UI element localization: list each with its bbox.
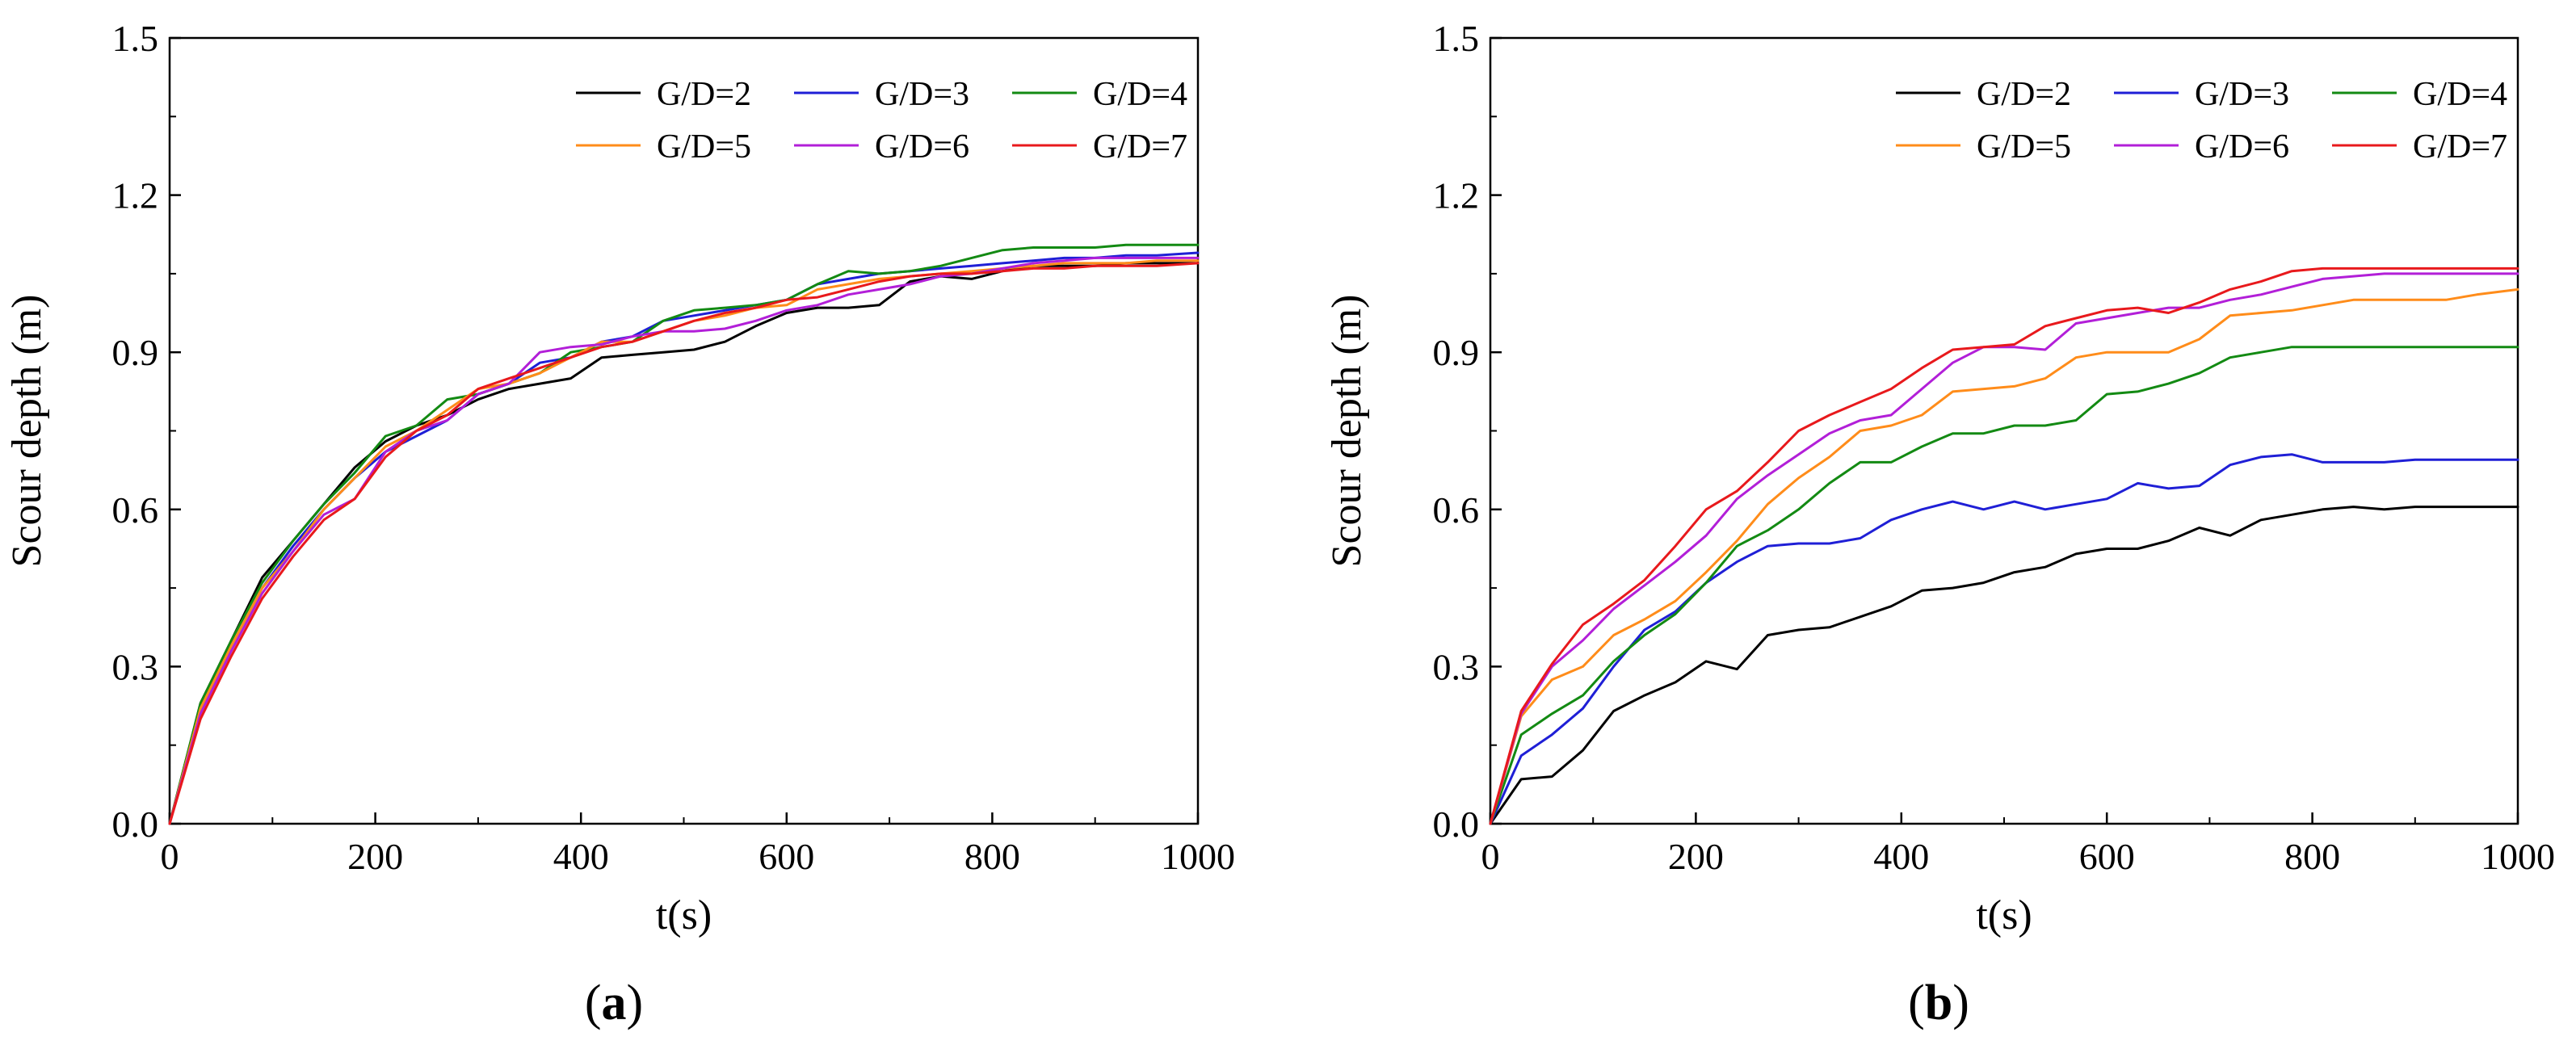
y-tick-label: 0.0 bbox=[112, 804, 159, 845]
y-tick-label: 0.0 bbox=[1433, 804, 1480, 845]
legend-entry: G/D=5 bbox=[576, 128, 751, 166]
x-tick-label: 400 bbox=[553, 836, 609, 877]
legend-label: G/D=2 bbox=[657, 76, 751, 113]
x-tick-label: 0 bbox=[1481, 836, 1500, 877]
legend-entry: G/D=7 bbox=[1012, 128, 1187, 166]
legend-label: G/D=4 bbox=[2413, 76, 2507, 113]
y-tick-label: 1.2 bbox=[1433, 175, 1480, 216]
series-line-gd4 bbox=[1489, 346, 2519, 825]
legend-label: G/D=5 bbox=[1977, 128, 2071, 166]
legend-entry: G/D=2 bbox=[576, 76, 751, 113]
legend-entry: G/D=5 bbox=[1896, 128, 2071, 166]
y-tick-label: 0.3 bbox=[112, 646, 159, 687]
series-line-gd5 bbox=[168, 259, 1200, 825]
legend-label: G/D=3 bbox=[2195, 76, 2289, 113]
series-line-gd2 bbox=[1489, 506, 2519, 825]
panel-label: (b) bbox=[1908, 976, 1969, 1030]
legend-entry: G/D=7 bbox=[2332, 128, 2507, 166]
y-axis-title: Scour depth (m) bbox=[4, 295, 50, 568]
x-tick-label: 800 bbox=[2284, 836, 2340, 877]
y-tick-label: 0.9 bbox=[112, 332, 159, 373]
series-line-gd5 bbox=[1489, 287, 2519, 825]
y-tick-label: 1.5 bbox=[112, 18, 159, 59]
legend-entry: G/D=6 bbox=[2114, 128, 2289, 166]
series-line-gd7 bbox=[168, 262, 1200, 825]
legend-label: G/D=7 bbox=[1093, 128, 1187, 166]
series-line-gd2 bbox=[168, 262, 1200, 825]
chart-panel-a: 0 200 400 600 800 1000 0.0 0.3 0.6 0.9 1.2 1.5 t(s) S… bbox=[4, 18, 1235, 1030]
series-line-gd7 bbox=[1489, 266, 2519, 825]
legend-label: G/D=6 bbox=[2195, 128, 2289, 166]
x-axis-title: t(s) bbox=[656, 892, 712, 938]
y-axis-title: Scour depth (m) bbox=[1324, 295, 1370, 568]
legend-label: G/D=6 bbox=[875, 128, 969, 166]
chart-panel-b: 0 200 400 600 800 1000 0.0 0.3 0.6 0.9 1.2 1.5 t(s) S… bbox=[1324, 18, 2555, 1030]
x-tick-label: 600 bbox=[759, 836, 814, 877]
x-tick-label: 200 bbox=[1668, 836, 1724, 877]
y-tick-label: 0.6 bbox=[112, 489, 159, 531]
x-tick-label: 1000 bbox=[2481, 836, 2555, 877]
legend-entry: G/D=6 bbox=[794, 128, 969, 166]
series-line-gd6 bbox=[1489, 272, 2519, 825]
panel-letter: b bbox=[1925, 976, 1952, 1030]
y-tick-label: 1.2 bbox=[112, 175, 159, 216]
series-line-gd3 bbox=[1489, 453, 2519, 825]
legend-entry: G/D=4 bbox=[1012, 76, 1187, 113]
series-line-gd3 bbox=[168, 251, 1200, 825]
legend-entry: G/D=3 bbox=[794, 76, 969, 113]
x-tick-label: 200 bbox=[347, 836, 403, 877]
series-line-gd4 bbox=[168, 243, 1200, 825]
series-line-gd6 bbox=[168, 256, 1200, 825]
x-tick-label: 400 bbox=[1873, 836, 1929, 877]
y-tick-label: 0.9 bbox=[1433, 332, 1480, 373]
legend-label: G/D=4 bbox=[1093, 76, 1187, 113]
panel-letter: a bbox=[602, 976, 627, 1030]
legend-label: G/D=2 bbox=[1977, 76, 2071, 113]
y-tick-label: 1.5 bbox=[1433, 18, 1480, 59]
x-tick-label: 0 bbox=[161, 836, 179, 877]
x-tick-label: 800 bbox=[964, 836, 1020, 877]
legend-label: G/D=7 bbox=[2413, 128, 2507, 166]
legend-entry: G/D=4 bbox=[2332, 76, 2507, 113]
legend-label: G/D=5 bbox=[657, 128, 751, 166]
legend-label: G/D=3 bbox=[875, 76, 969, 113]
panel-label: (a) bbox=[585, 976, 643, 1030]
x-tick-label: 600 bbox=[2079, 836, 2135, 877]
legend-entry: G/D=2 bbox=[1896, 76, 2071, 113]
x-axis-title: t(s) bbox=[1976, 892, 2032, 938]
x-tick-label: 1000 bbox=[1161, 836, 1235, 877]
y-tick-label: 0.6 bbox=[1433, 489, 1480, 531]
legend-entry: G/D=3 bbox=[2114, 76, 2289, 113]
y-tick-label: 0.3 bbox=[1433, 646, 1480, 687]
